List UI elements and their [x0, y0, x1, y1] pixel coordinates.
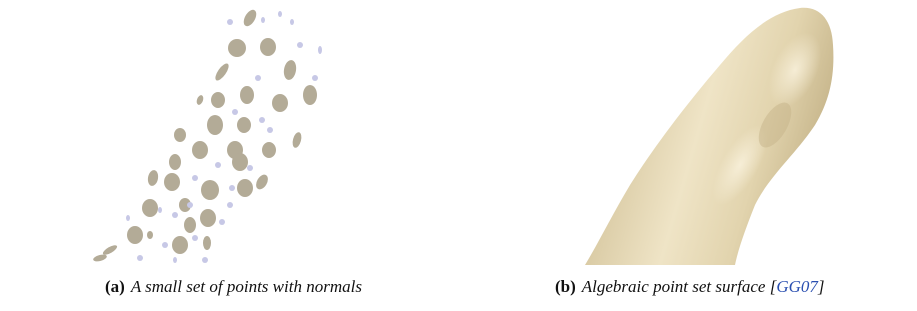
splat — [261, 17, 265, 23]
splat — [232, 109, 238, 115]
caption-a: (a) A small set of points with normals — [105, 277, 362, 297]
splat — [227, 19, 233, 25]
splat — [227, 202, 233, 208]
splat — [192, 141, 208, 159]
splat — [267, 127, 273, 133]
splat — [318, 46, 322, 54]
splat — [207, 115, 223, 135]
splat — [303, 85, 317, 105]
splat — [228, 39, 246, 57]
splat — [172, 236, 188, 254]
caption-text: A small set of points with normals — [131, 277, 362, 296]
splat — [102, 243, 119, 256]
splat — [272, 94, 288, 112]
splat — [241, 8, 259, 29]
splat — [192, 235, 198, 241]
splat — [312, 75, 318, 81]
splat — [126, 215, 130, 221]
splat — [142, 199, 158, 217]
splat — [260, 38, 276, 56]
splat — [297, 42, 303, 48]
splat — [187, 202, 193, 208]
splat — [202, 257, 208, 263]
splat — [172, 212, 178, 218]
caption-label: (b) — [555, 277, 576, 296]
caption-label: (a) — [105, 277, 125, 296]
splat — [232, 153, 248, 171]
splat — [164, 173, 180, 191]
splat — [169, 154, 181, 170]
splat — [192, 175, 198, 181]
splat — [158, 207, 162, 213]
splat — [137, 255, 143, 261]
splat — [127, 226, 143, 244]
splat — [237, 179, 253, 197]
splat — [240, 86, 254, 104]
splat — [147, 169, 160, 186]
splat — [237, 117, 251, 133]
splat — [254, 173, 271, 192]
citation-link[interactable]: GG07 — [776, 277, 818, 296]
splat — [174, 128, 186, 142]
splat — [213, 62, 231, 83]
splat — [147, 231, 153, 239]
splat — [211, 92, 225, 108]
splat — [200, 209, 216, 227]
splat — [255, 75, 261, 81]
splat — [201, 180, 219, 200]
splat — [262, 142, 276, 158]
point-cloud — [92, 8, 322, 263]
splat — [162, 242, 168, 248]
figure-images — [0, 0, 917, 311]
splat — [215, 162, 221, 168]
caption-b: (b) Algebraic point set surface [GG07] — [555, 277, 825, 297]
splat — [219, 219, 225, 225]
splat — [173, 257, 177, 263]
splat — [203, 236, 211, 250]
splat — [184, 217, 196, 233]
caption-text: ] — [818, 277, 825, 296]
splat — [259, 117, 265, 123]
figure: (a) A small set of points with normals (b… — [0, 0, 917, 311]
splat — [195, 94, 204, 105]
splat — [229, 185, 235, 191]
splat — [247, 165, 253, 171]
caption-text: Algebraic point set surface [ — [582, 277, 777, 296]
splat — [282, 59, 297, 81]
splat — [278, 11, 282, 17]
surface-render — [585, 8, 833, 265]
splat — [290, 19, 294, 25]
splat — [291, 131, 303, 149]
